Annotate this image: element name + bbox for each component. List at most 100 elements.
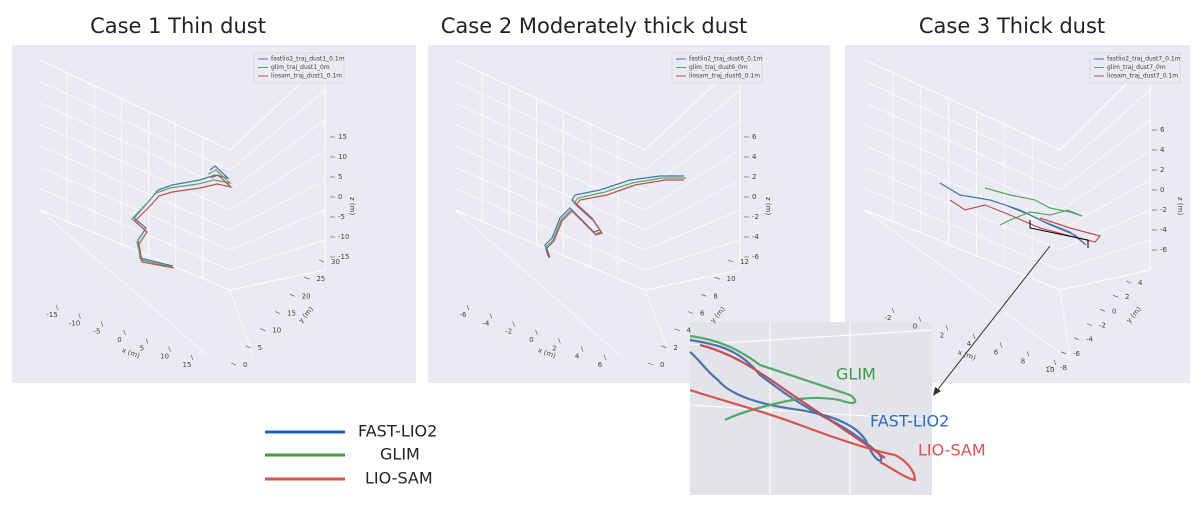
tick-mark	[558, 338, 561, 344]
grid-line	[1059, 179, 1151, 231]
x-tick-label: 2	[940, 331, 944, 339]
tick-mark	[674, 328, 680, 331]
y-tick-label: 10	[727, 275, 736, 283]
y-tick-label: 0	[243, 361, 247, 369]
grids	[39, 58, 1151, 361]
tick-mark	[661, 345, 667, 349]
zoom-trajectories	[689, 334, 917, 482]
tick-mark	[535, 329, 538, 336]
z-tick-label: 10	[338, 153, 347, 161]
arrow-head	[933, 387, 941, 396]
z-tick-label: -4	[1160, 226, 1168, 234]
grid-line	[454, 209, 621, 356]
legend-label: GLIM	[380, 445, 420, 464]
pane-edge	[864, 58, 1151, 291]
tick-mark	[1047, 365, 1054, 369]
tick-mark	[1053, 359, 1057, 366]
tick-mark	[123, 329, 126, 336]
z-tick-label: -2	[752, 213, 759, 221]
legend-label: LIO-SAM	[365, 469, 433, 488]
x-tick-label: -2	[885, 314, 892, 322]
x-tick-label: -6	[460, 311, 468, 319]
x-tick-label: 6	[994, 349, 999, 357]
tick-mark	[145, 338, 149, 344]
tick-mark	[190, 354, 194, 361]
z-tick-label: 2	[1160, 166, 1164, 174]
grid-line	[39, 188, 231, 271]
plot-legend-box	[1089, 52, 1181, 84]
x-tick-label: 6	[598, 361, 603, 369]
grid-line	[1059, 89, 1151, 171]
tick-mark	[168, 346, 171, 352]
grid-line	[864, 145, 1061, 231]
tick-mark	[1099, 309, 1106, 312]
y-tick-label: 4	[687, 327, 692, 335]
grid-line	[644, 89, 741, 171]
tick-mark	[945, 325, 949, 331]
grid-line	[229, 89, 326, 171]
grid-line	[39, 102, 231, 191]
z-tick-label: 6	[1160, 126, 1165, 134]
plot-legend-label: liosam_traj_dust1_0.1m	[271, 73, 342, 80]
pane-edge	[454, 58, 741, 291]
panel-title: Case 2 Moderately thick dust	[441, 14, 748, 38]
z-axis-label: z (m)	[1176, 197, 1184, 215]
trajectories	[131, 165, 1102, 269]
plot-legend-box	[671, 52, 763, 84]
grid-line	[229, 149, 326, 211]
z-axis-label: z (m)	[764, 197, 772, 215]
trajectory	[949, 199, 1102, 243]
tick-mark	[701, 294, 707, 297]
y-tick-label: 6	[700, 310, 705, 318]
x-tick-label: -2	[505, 328, 512, 336]
zoom-label: FAST-LIO2	[870, 412, 949, 431]
tick-mark	[1125, 280, 1132, 284]
tick-mark	[78, 313, 81, 319]
tick-mark	[687, 311, 694, 314]
tick-mark	[1086, 323, 1093, 326]
plot-legend-label: glim_traj_dust6_0m	[689, 64, 748, 71]
tick-mark	[318, 259, 325, 263]
x-tick-label: 2	[552, 344, 556, 352]
grid-line	[864, 123, 1061, 211]
tick-mark	[55, 304, 59, 311]
grid-line	[644, 289, 671, 356]
z-tick-label: -15	[338, 253, 349, 261]
y-tick-label: 2	[673, 344, 677, 352]
grid-line	[1059, 209, 1151, 251]
grid-line	[454, 102, 646, 191]
y-tick-label: 0	[1112, 307, 1116, 315]
panel-title: Case 1 Thin dust	[90, 14, 266, 38]
grid-line	[1059, 239, 1151, 271]
grid-line	[454, 166, 646, 251]
arrow	[934, 245, 1051, 394]
grid-line	[39, 209, 208, 356]
y-tick-label: 25	[316, 275, 325, 283]
z-tick-label: 2	[752, 173, 756, 181]
grid-line	[454, 123, 646, 211]
x-tick-label: -4	[482, 319, 490, 327]
x-tick-label: 0	[117, 336, 121, 344]
grid-line	[644, 179, 741, 231]
tick-mark	[603, 354, 607, 361]
panel-title: Case 3 Thick dust	[919, 14, 1105, 38]
tick-mark	[580, 346, 584, 352]
tick-mark	[1026, 351, 1030, 357]
grid-line	[864, 81, 1061, 171]
grid-line	[39, 145, 231, 231]
z-tick-label: 0	[1160, 186, 1164, 194]
x-tick-label: 8	[1021, 357, 1025, 365]
legend-label: FAST-LIO2	[358, 422, 437, 441]
tick-mark	[647, 362, 654, 366]
z-tick-label: -4	[752, 233, 760, 241]
tick-mark	[972, 333, 976, 340]
plot-legend-label: glim_traj_dust7_0m	[1107, 64, 1166, 71]
y-tick-label: 5	[258, 344, 262, 352]
grid-line	[454, 188, 646, 271]
zoom-label: GLIM	[836, 365, 876, 384]
tick-mark	[230, 362, 237, 366]
grid-line	[454, 81, 646, 171]
y-tick-label: 8	[713, 292, 717, 300]
